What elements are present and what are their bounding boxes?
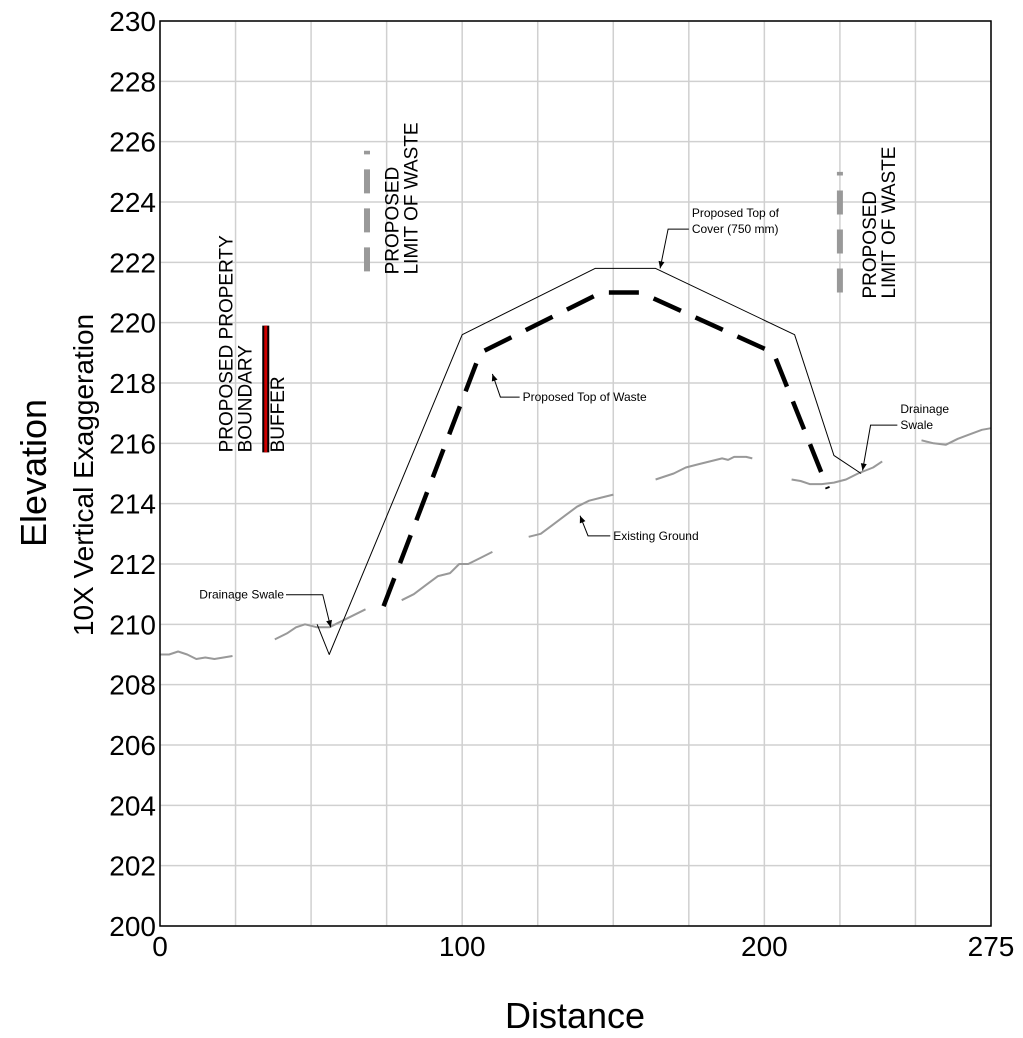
y-tick-label: 206 bbox=[109, 730, 156, 761]
y-axis-title: Elevation bbox=[13, 399, 54, 547]
annotation-line: Proposed Top of Waste bbox=[523, 390, 647, 404]
vertical-label: PROPOSEDLIMIT OF WASTE bbox=[860, 147, 900, 299]
x-axis-title: Distance bbox=[505, 995, 645, 1036]
existing-ground-line bbox=[274, 608, 366, 641]
annotation-line: Cover (750 mm) bbox=[692, 222, 779, 236]
existing-ground-line bbox=[791, 460, 883, 486]
annotation-line: Existing Ground bbox=[613, 529, 698, 543]
annotation-label: Drainage Swale bbox=[199, 588, 284, 602]
y-tick-label: 212 bbox=[109, 549, 156, 580]
annotation-arrowhead bbox=[658, 260, 665, 269]
annotation-label: Existing Ground bbox=[613, 529, 698, 543]
y-tick-label: 204 bbox=[109, 790, 156, 821]
y-axis-subtitle: 10X Vertical Exaggeration bbox=[68, 314, 99, 636]
plot-frame bbox=[159, 20, 992, 927]
existing-ground-line bbox=[160, 650, 233, 660]
annotation-line: Swale bbox=[900, 418, 933, 432]
annotation-leader bbox=[659, 228, 689, 269]
vertical-label-line: PROPOSED bbox=[860, 191, 881, 299]
vertical-label-line: LIMIT OF WASTE bbox=[879, 147, 900, 299]
x-tick-label: 275 bbox=[968, 931, 1015, 962]
vertical-label: PROPOSED PROPERTYBOUNDARY bbox=[217, 235, 257, 452]
y-tick-label: 214 bbox=[109, 489, 156, 520]
vertical-label-line: BOUNDARY bbox=[236, 345, 257, 453]
y-tick-label: 216 bbox=[109, 428, 156, 459]
vertical-label-line: PROPOSED PROPERTY bbox=[217, 235, 238, 452]
existing-ground-line bbox=[921, 427, 992, 446]
top-of-cover-line bbox=[316, 267, 862, 655]
vertical-label-line: BUFFER bbox=[268, 376, 289, 452]
y-tick-label: 228 bbox=[109, 66, 156, 97]
y-tick-label: 202 bbox=[109, 851, 156, 882]
tick-labels: 200 202 204 206 208 210 212 214 216 218 220 222 224 2… bbox=[109, 6, 1014, 962]
annotation-leader bbox=[579, 515, 611, 537]
annotation-leader bbox=[862, 424, 898, 471]
y-tick-label: 230 bbox=[109, 6, 156, 37]
y-tick-label: 210 bbox=[109, 609, 156, 640]
annotation-label: Proposed Top of Cover (750 mm) bbox=[692, 206, 780, 236]
annotation-label: Proposed Top of Waste bbox=[523, 390, 647, 404]
x-tick-label: 200 bbox=[741, 931, 788, 962]
annotation-arrowhead bbox=[860, 463, 867, 471]
y-tick-label: 218 bbox=[109, 368, 156, 399]
vertical-label-line: PROPOSED bbox=[383, 167, 404, 275]
annotation-line: Drainage Swale bbox=[199, 588, 284, 602]
annotation-leader bbox=[491, 373, 520, 398]
y-tick-label: 224 bbox=[109, 187, 156, 218]
y-tick-label: 200 bbox=[109, 911, 156, 942]
annotation-line: Drainage bbox=[900, 402, 949, 416]
x-tick-label: 0 bbox=[152, 931, 168, 962]
y-tick-label: 220 bbox=[109, 308, 156, 339]
annotation-arrowhead bbox=[326, 619, 332, 628]
top-of-waste-line bbox=[381, 290, 830, 608]
existing-ground-line bbox=[528, 493, 614, 538]
y-tick-label: 222 bbox=[109, 247, 156, 278]
annotation-leader bbox=[286, 594, 332, 628]
existing-ground-line bbox=[655, 455, 753, 481]
grid-lines bbox=[159, 20, 992, 927]
y-tick-label: 226 bbox=[109, 127, 156, 158]
annotation-line: Proposed Top of bbox=[692, 206, 780, 220]
y-tick-label: 208 bbox=[109, 670, 156, 701]
annotation-label: Drainage Swale bbox=[900, 402, 949, 432]
data-layers: PROPOSED PROPERTYBOUNDARY BUFFERPROPOSEDL… bbox=[160, 122, 992, 660]
vertical-label: PROPOSEDLIMIT OF WASTE bbox=[383, 122, 423, 274]
vertical-label-line: LIMIT OF WASTE bbox=[402, 122, 423, 274]
annotation-arrowhead bbox=[491, 373, 498, 382]
existing-ground-line bbox=[401, 551, 493, 602]
annotation-arrowhead bbox=[579, 515, 586, 524]
vertical-label: BUFFER bbox=[268, 376, 289, 452]
x-tick-label: 100 bbox=[439, 931, 486, 962]
